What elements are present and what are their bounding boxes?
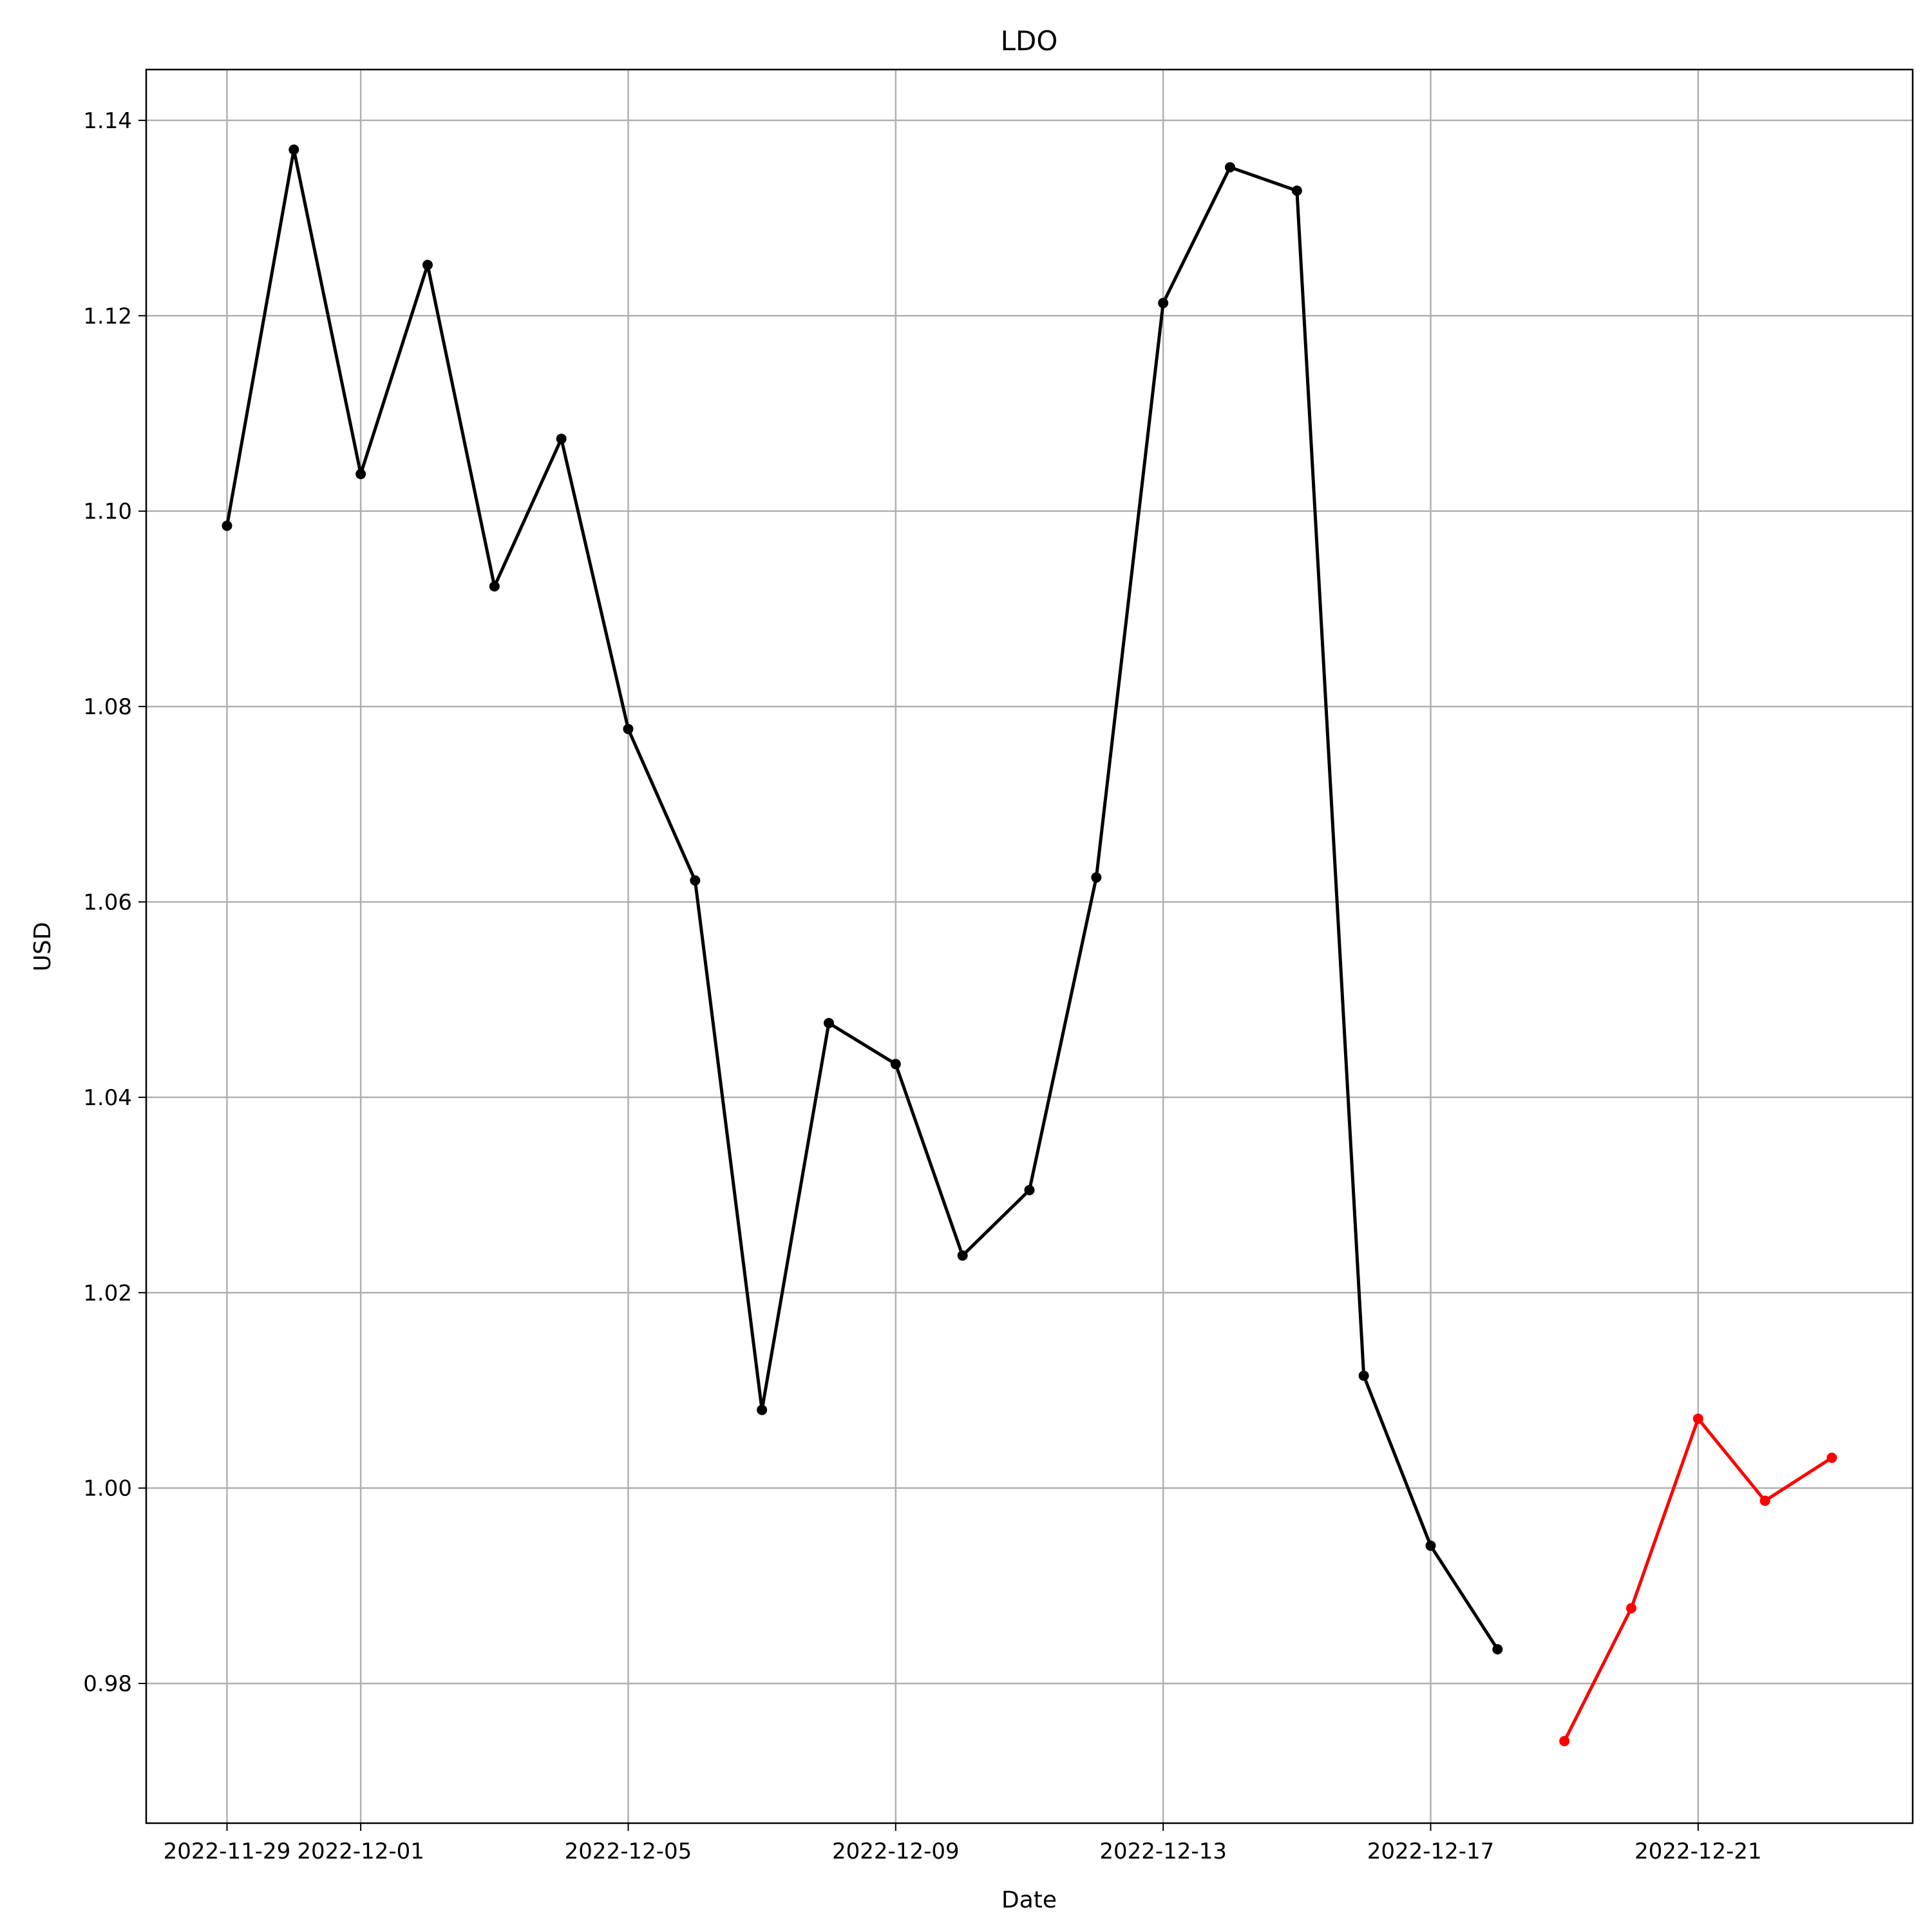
data-point [1692, 1413, 1703, 1424]
y-axis: 0.98 1.00 1.02 1.04 1.06 1.08 1.10 1.12 1.14 [83, 108, 146, 1697]
series-layer [222, 144, 1837, 1747]
data-point [623, 723, 634, 734]
y-tick-label: 1.02 [83, 1280, 132, 1306]
data-point [1626, 1603, 1637, 1614]
x-axis-title: Date [1001, 1887, 1057, 1913]
y-tick-label: 1.14 [83, 108, 132, 134]
data-point [1559, 1736, 1570, 1747]
y-tick-label: 1.10 [83, 499, 132, 525]
data-point [1158, 298, 1169, 308]
y-tick-label: 1.00 [83, 1476, 132, 1502]
x-tick-label: 2022-12-21 [1634, 1839, 1762, 1864]
x-tick-label: 2022-12-01 [297, 1839, 424, 1864]
plot-frame [145, 68, 1914, 1824]
x-tick-label: 2022-12-17 [1367, 1839, 1495, 1864]
series-line [225, 147, 1499, 1651]
x-axis: 2022-11-29 2022-12-01 2022-12-05 2022-12-09… [164, 1823, 1762, 1864]
series-1 [1559, 1413, 1837, 1747]
x-tick-label: 2022-12-05 [565, 1839, 692, 1864]
series-0 [222, 144, 1503, 1654]
x-tick-label: 2022-12-13 [1099, 1839, 1227, 1864]
x-tick-label: 2022-12-09 [832, 1839, 960, 1864]
data-point [690, 875, 701, 886]
data-point [355, 469, 366, 480]
data-point [1759, 1495, 1770, 1506]
data-point [1291, 185, 1302, 196]
chart-title: LDO [1001, 25, 1058, 57]
y-tick-label: 0.98 [83, 1671, 132, 1697]
x-tick-label: 2022-11-29 [164, 1839, 291, 1864]
grid-lines [146, 70, 1913, 1823]
data-point [489, 581, 500, 592]
y-axis-title: USD [30, 922, 56, 972]
y-tick-label: 1.06 [83, 889, 132, 915]
data-point [823, 1018, 834, 1028]
data-point [289, 144, 299, 155]
data-point [1225, 162, 1236, 173]
data-point [556, 433, 567, 444]
y-tick-label: 1.08 [83, 694, 132, 720]
plot-background [146, 70, 1913, 1823]
data-point [757, 1405, 768, 1416]
y-tick-label: 1.04 [83, 1085, 132, 1111]
data-point [890, 1059, 901, 1070]
y-tick-label: 1.12 [83, 303, 132, 329]
data-point [1358, 1370, 1369, 1381]
data-point [1091, 872, 1102, 883]
data-point [1492, 1643, 1503, 1654]
data-point [1826, 1452, 1837, 1463]
data-point [1425, 1540, 1436, 1551]
data-point [422, 260, 433, 270]
data-point [1024, 1184, 1035, 1195]
data-point [957, 1250, 968, 1261]
data-point [222, 520, 232, 531]
